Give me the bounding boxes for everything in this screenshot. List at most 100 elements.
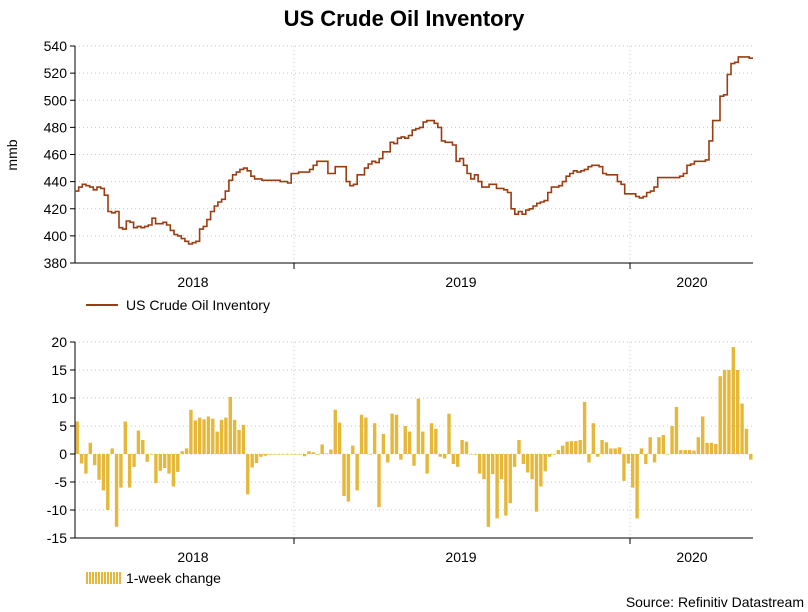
series-line-inventory xyxy=(75,56,753,245)
legend-bar-swatch-stripe xyxy=(110,572,112,584)
bar-week-change xyxy=(132,454,136,467)
bar-week-change xyxy=(547,454,552,457)
bar-week-change xyxy=(460,440,464,454)
bar-week-change xyxy=(346,454,351,502)
bar-week-change xyxy=(206,416,211,454)
bar-week-change xyxy=(631,454,635,488)
x-tick-label: 2018 xyxy=(177,549,208,565)
bar-week-change xyxy=(722,370,727,454)
bar-week-change xyxy=(237,429,241,454)
chart-title: US Crude Oil Inventory xyxy=(284,6,526,31)
y-tick-label: 15 xyxy=(51,362,67,378)
y-tick-label: 440 xyxy=(44,174,68,190)
bar-week-change xyxy=(311,452,316,454)
bar-week-change xyxy=(110,448,114,454)
bar-week-change xyxy=(622,454,626,481)
top-y-tick-labels: 380 400 420 440 460 480 500 520 540 xyxy=(44,38,68,271)
bar-week-change xyxy=(670,426,674,454)
bar-week-change xyxy=(740,403,744,454)
bar-week-change xyxy=(578,440,582,454)
bar-week-change xyxy=(512,454,517,467)
legend-bar-swatch-stripe xyxy=(113,572,115,584)
bar-week-change xyxy=(561,445,565,454)
bar-week-change xyxy=(228,396,232,454)
legend-bar-swatch-stripe xyxy=(104,572,106,584)
legend-bar-swatch-stripe xyxy=(98,572,100,584)
bar-week-change xyxy=(320,444,324,454)
bar-week-change xyxy=(469,454,473,455)
bar-week-change xyxy=(679,450,683,454)
bar-week-change xyxy=(193,420,197,454)
bar-week-change xyxy=(298,454,302,455)
bar-week-change xyxy=(302,454,307,457)
y-tick-label: 420 xyxy=(44,201,68,217)
bar-week-change xyxy=(171,454,176,487)
bar-week-change xyxy=(141,440,145,454)
bar-week-change xyxy=(657,437,661,454)
y-tick-label: 10 xyxy=(51,390,67,406)
legend-bar-swatch xyxy=(86,572,121,584)
bar-week-change xyxy=(272,454,276,455)
top-x-tick-labels: 2018 2019 2020 xyxy=(177,274,707,290)
bar-week-change xyxy=(438,454,442,457)
bar-week-change xyxy=(530,454,534,480)
legend-bar-swatch-stripe xyxy=(86,572,88,584)
y-tick-label: 540 xyxy=(44,38,68,54)
bar-week-change xyxy=(88,442,93,454)
bar-week-change xyxy=(79,454,84,464)
bar-week-change xyxy=(224,417,228,454)
y-tick-label: -15 xyxy=(47,530,67,546)
bar-week-change xyxy=(180,451,184,454)
bar-week-change xyxy=(596,454,600,457)
bar-week-change xyxy=(556,450,561,454)
legend-bar-swatch-stripe xyxy=(119,572,121,584)
bar-week-change xyxy=(355,454,359,491)
bar-week-change xyxy=(316,454,320,455)
bar-week-change xyxy=(119,454,123,488)
bar-week-change xyxy=(456,454,460,467)
bar-week-change xyxy=(569,441,574,454)
bar-week-change xyxy=(92,454,97,466)
y-tick-label: 380 xyxy=(44,255,68,271)
bar-week-change xyxy=(696,437,701,454)
bar-week-change xyxy=(687,450,692,454)
bar-week-change xyxy=(394,414,399,454)
bar-week-change xyxy=(197,417,202,454)
bar-week-change xyxy=(499,454,504,480)
bar-week-change xyxy=(241,424,246,454)
bar-week-change xyxy=(552,454,556,455)
bar-week-change xyxy=(246,454,250,495)
bar-week-change xyxy=(508,454,512,504)
bar-week-change xyxy=(215,431,219,454)
bar-week-change xyxy=(84,454,88,474)
bar-week-change xyxy=(364,417,368,454)
bar-week-change xyxy=(294,454,298,455)
y-tick-label: 460 xyxy=(44,147,68,163)
y-tick-label: 5 xyxy=(59,418,67,434)
bar-week-change xyxy=(381,433,386,454)
bar-week-change xyxy=(101,454,106,491)
bar-week-change xyxy=(403,426,407,454)
bar-week-change xyxy=(652,454,657,463)
bar-week-change xyxy=(425,454,429,474)
bar-week-change xyxy=(744,428,749,454)
bar-week-change xyxy=(276,454,281,455)
bar-week-change xyxy=(158,454,162,471)
bar-week-change xyxy=(329,449,333,454)
bar-week-change xyxy=(377,454,381,508)
bar-week-change xyxy=(136,430,141,454)
bar-week-change xyxy=(451,454,456,465)
bar-week-change xyxy=(692,450,696,454)
y-tick-label: 480 xyxy=(44,119,68,135)
bar-week-change xyxy=(504,454,508,516)
bottom-x-tick-labels: 2018 2019 2020 xyxy=(177,549,707,565)
bar-week-change xyxy=(464,441,469,454)
bar-week-change xyxy=(250,454,254,468)
bar-week-change xyxy=(368,454,372,455)
top-gridlines xyxy=(75,45,753,264)
y-tick-label: 520 xyxy=(44,65,68,81)
y-tick-label: 400 xyxy=(44,228,68,244)
legend-line: US Crude Oil Inventory xyxy=(86,297,270,313)
bar-week-change xyxy=(307,451,311,454)
